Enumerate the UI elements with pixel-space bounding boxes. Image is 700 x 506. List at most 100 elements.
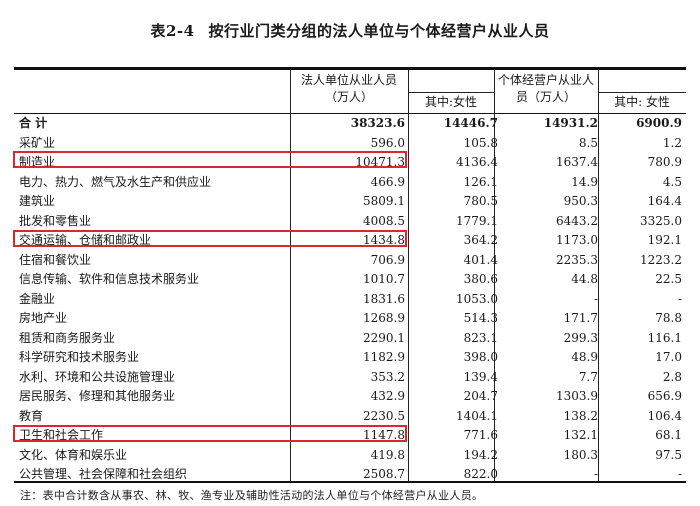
row-name: 公共管理、社会保障和社会组织 bbox=[19, 467, 188, 481]
highlight-box-health bbox=[13, 425, 407, 442]
individual-female-value: 164.4 bbox=[647, 194, 682, 208]
individual-value: 1173.0 bbox=[556, 233, 598, 247]
legal-entity-value: 5809.1 bbox=[363, 194, 405, 208]
table-row: 房地产业 1268.9 514.3 171.7 78.8 bbox=[14, 309, 686, 328]
individual-value: 14931.2 bbox=[543, 116, 598, 130]
table-row: 教育 2230.5 1404.1 138.2 106.4 bbox=[14, 407, 686, 426]
individual-female-value: 78.8 bbox=[655, 311, 682, 325]
individual-female-value: 22.5 bbox=[655, 272, 682, 286]
legal-entity-value: 1268.9 bbox=[363, 311, 405, 325]
individual-value: 299.3 bbox=[563, 330, 598, 345]
legal-female-value: 380.6 bbox=[463, 272, 498, 286]
table-row: 信息传输、软件和信息技术服务业 1010.7 380.6 44.8 22.5 bbox=[14, 270, 686, 289]
legal-entity-value: 466.9 bbox=[370, 174, 405, 189]
legal-female-value: 126.1 bbox=[463, 174, 498, 189]
individual-value: 171.7 bbox=[563, 311, 598, 325]
table-row: 交通运输、仓储和邮政业 1434.8 364.2 1173.0 192.1 bbox=[14, 231, 686, 250]
legal-entity-value: 2230.5 bbox=[363, 408, 405, 423]
legal-female-value: 823.1 bbox=[463, 330, 498, 345]
individual-female-value: 192.1 bbox=[647, 233, 682, 247]
individual-female-value: 17.0 bbox=[655, 350, 682, 364]
legal-female-value: 204.7 bbox=[463, 389, 498, 403]
header-individual-line1: 个体经营户从业人 bbox=[497, 73, 594, 87]
legal-entity-value: 2508.7 bbox=[363, 467, 405, 481]
legal-female-value: 1779.1 bbox=[456, 213, 498, 228]
row-name: 合 计 bbox=[19, 116, 48, 130]
table-row: 居民服务、修理和其他服务业 432.9 204.7 1303.9 656.9 bbox=[14, 387, 686, 406]
legal-entity-value: 1831.6 bbox=[363, 291, 405, 306]
top-rule bbox=[14, 67, 686, 70]
legal-female-value: 1053.0 bbox=[456, 291, 498, 306]
table-row: 制造业 10471.3 4136.4 1637.4 780.9 bbox=[14, 153, 686, 172]
individual-value: 1637.4 bbox=[556, 155, 598, 169]
legal-entity-value: 10471.3 bbox=[355, 155, 405, 169]
individual-female-value: 780.9 bbox=[647, 155, 682, 169]
individual-female-value: 6900.9 bbox=[636, 116, 682, 130]
individual-female-value: 68.1 bbox=[655, 428, 682, 442]
individual-female-value: 1.2 bbox=[662, 135, 682, 150]
table-row: 合 计 38323.6 14446.7 14931.2 6900.9 bbox=[14, 114, 686, 133]
header-legal-entity: 法人单位从业人员 （万人） bbox=[290, 72, 408, 106]
legal-entity-value: 4008.5 bbox=[363, 213, 405, 228]
table-number: 表2-4 bbox=[150, 22, 195, 40]
header-individual: 个体经营户从业人 员（万人） bbox=[494, 72, 598, 106]
legal-entity-value: 419.8 bbox=[370, 447, 405, 462]
row-name: 房地产业 bbox=[19, 311, 68, 325]
table-row: 电力、热力、燃气及水生产和供应业 466.9 126.1 14.9 4.5 bbox=[14, 173, 686, 192]
row-name: 租赁和商务服务业 bbox=[19, 330, 116, 345]
legal-entity-value: 1434.8 bbox=[363, 233, 405, 247]
individual-value: 8.5 bbox=[578, 135, 598, 150]
row-name: 文化、体育和娱乐业 bbox=[19, 447, 128, 462]
row-name: 建筑业 bbox=[19, 194, 56, 208]
legal-entity-value: 353.2 bbox=[370, 369, 405, 384]
individual-value: 44.8 bbox=[571, 272, 598, 286]
table-note: 注：表中合计数含从事农、林、牧、渔专业及辅助性活动的法人单位与个体经营户从业人员… bbox=[20, 489, 484, 502]
row-name: 交通运输、仓储和邮政业 bbox=[19, 233, 152, 247]
row-name: 电力、热力、燃气及水生产和供应业 bbox=[19, 174, 212, 189]
legal-female-value: 771.6 bbox=[463, 428, 498, 442]
individual-value: 2235.3 bbox=[556, 252, 598, 267]
row-name: 卫生和社会工作 bbox=[19, 428, 104, 442]
individual-female-value: 116.1 bbox=[647, 330, 682, 345]
table-row: 住宿和餐饮业 706.9 401.4 2235.3 1223.2 bbox=[14, 251, 686, 270]
individual-value: 138.2 bbox=[563, 408, 598, 423]
legal-female-value: 139.4 bbox=[463, 369, 498, 384]
table-row: 建筑业 5809.1 780.5 950.3 164.4 bbox=[14, 192, 686, 211]
individual-value: 180.3 bbox=[563, 447, 598, 462]
individual-female-value: 1223.2 bbox=[640, 252, 682, 267]
row-name: 住宿和餐饮业 bbox=[19, 252, 92, 267]
header-individual-line2: 员（万人） bbox=[515, 90, 576, 104]
legal-entity-value: 1010.7 bbox=[363, 272, 405, 286]
legal-female-value: 14446.7 bbox=[443, 116, 498, 130]
header-bottom-rule bbox=[14, 113, 686, 114]
header-legal-female: 其中:女性 bbox=[424, 95, 478, 109]
individual-female-value: - bbox=[677, 291, 682, 306]
row-name: 制造业 bbox=[19, 155, 56, 169]
individual-value: - bbox=[593, 467, 598, 481]
table-row: 文化、体育和娱乐业 419.8 194.2 180.3 97.5 bbox=[14, 446, 686, 465]
table-row: 科学研究和技术服务业 1182.9 398.0 48.9 17.0 bbox=[14, 348, 686, 367]
legal-female-value: 780.5 bbox=[463, 194, 498, 208]
individual-value: 7.7 bbox=[578, 369, 598, 384]
table-row: 水利、环境和公共设施管理业 353.2 139.4 7.7 2.8 bbox=[14, 368, 686, 387]
individual-female-value: 2.8 bbox=[662, 369, 682, 384]
legal-female-value: 4136.4 bbox=[456, 155, 498, 169]
legal-entity-value: 2290.1 bbox=[363, 330, 405, 345]
legal-female-value: 194.2 bbox=[463, 447, 498, 462]
legal-female-value: 1404.1 bbox=[456, 408, 498, 423]
legal-female-value: 105.8 bbox=[463, 135, 498, 150]
legal-entity-value: 38323.6 bbox=[350, 116, 405, 130]
table-row: 批发和零售业 4008.5 1779.1 6443.2 3325.0 bbox=[14, 212, 686, 231]
table-row: 金融业 1831.6 1053.0 - - bbox=[14, 290, 686, 309]
legal-female-value: 514.3 bbox=[463, 311, 498, 325]
row-name: 居民服务、修理和其他服务业 bbox=[19, 389, 176, 403]
individual-value: 950.3 bbox=[563, 194, 598, 208]
header-legal-entity-line2: （万人） bbox=[324, 90, 373, 104]
column-divider bbox=[408, 70, 409, 481]
legal-female-value: 398.0 bbox=[463, 350, 498, 364]
table-row: 租赁和商务服务业 2290.1 823.1 299.3 116.1 bbox=[14, 329, 686, 348]
individual-value: 14.9 bbox=[571, 174, 598, 189]
row-name: 金融业 bbox=[19, 291, 56, 306]
legal-female-value: 822.0 bbox=[463, 467, 498, 481]
table-title-text: 按行业门类分组的法人单位与个体经营户从业人员 bbox=[208, 22, 550, 40]
